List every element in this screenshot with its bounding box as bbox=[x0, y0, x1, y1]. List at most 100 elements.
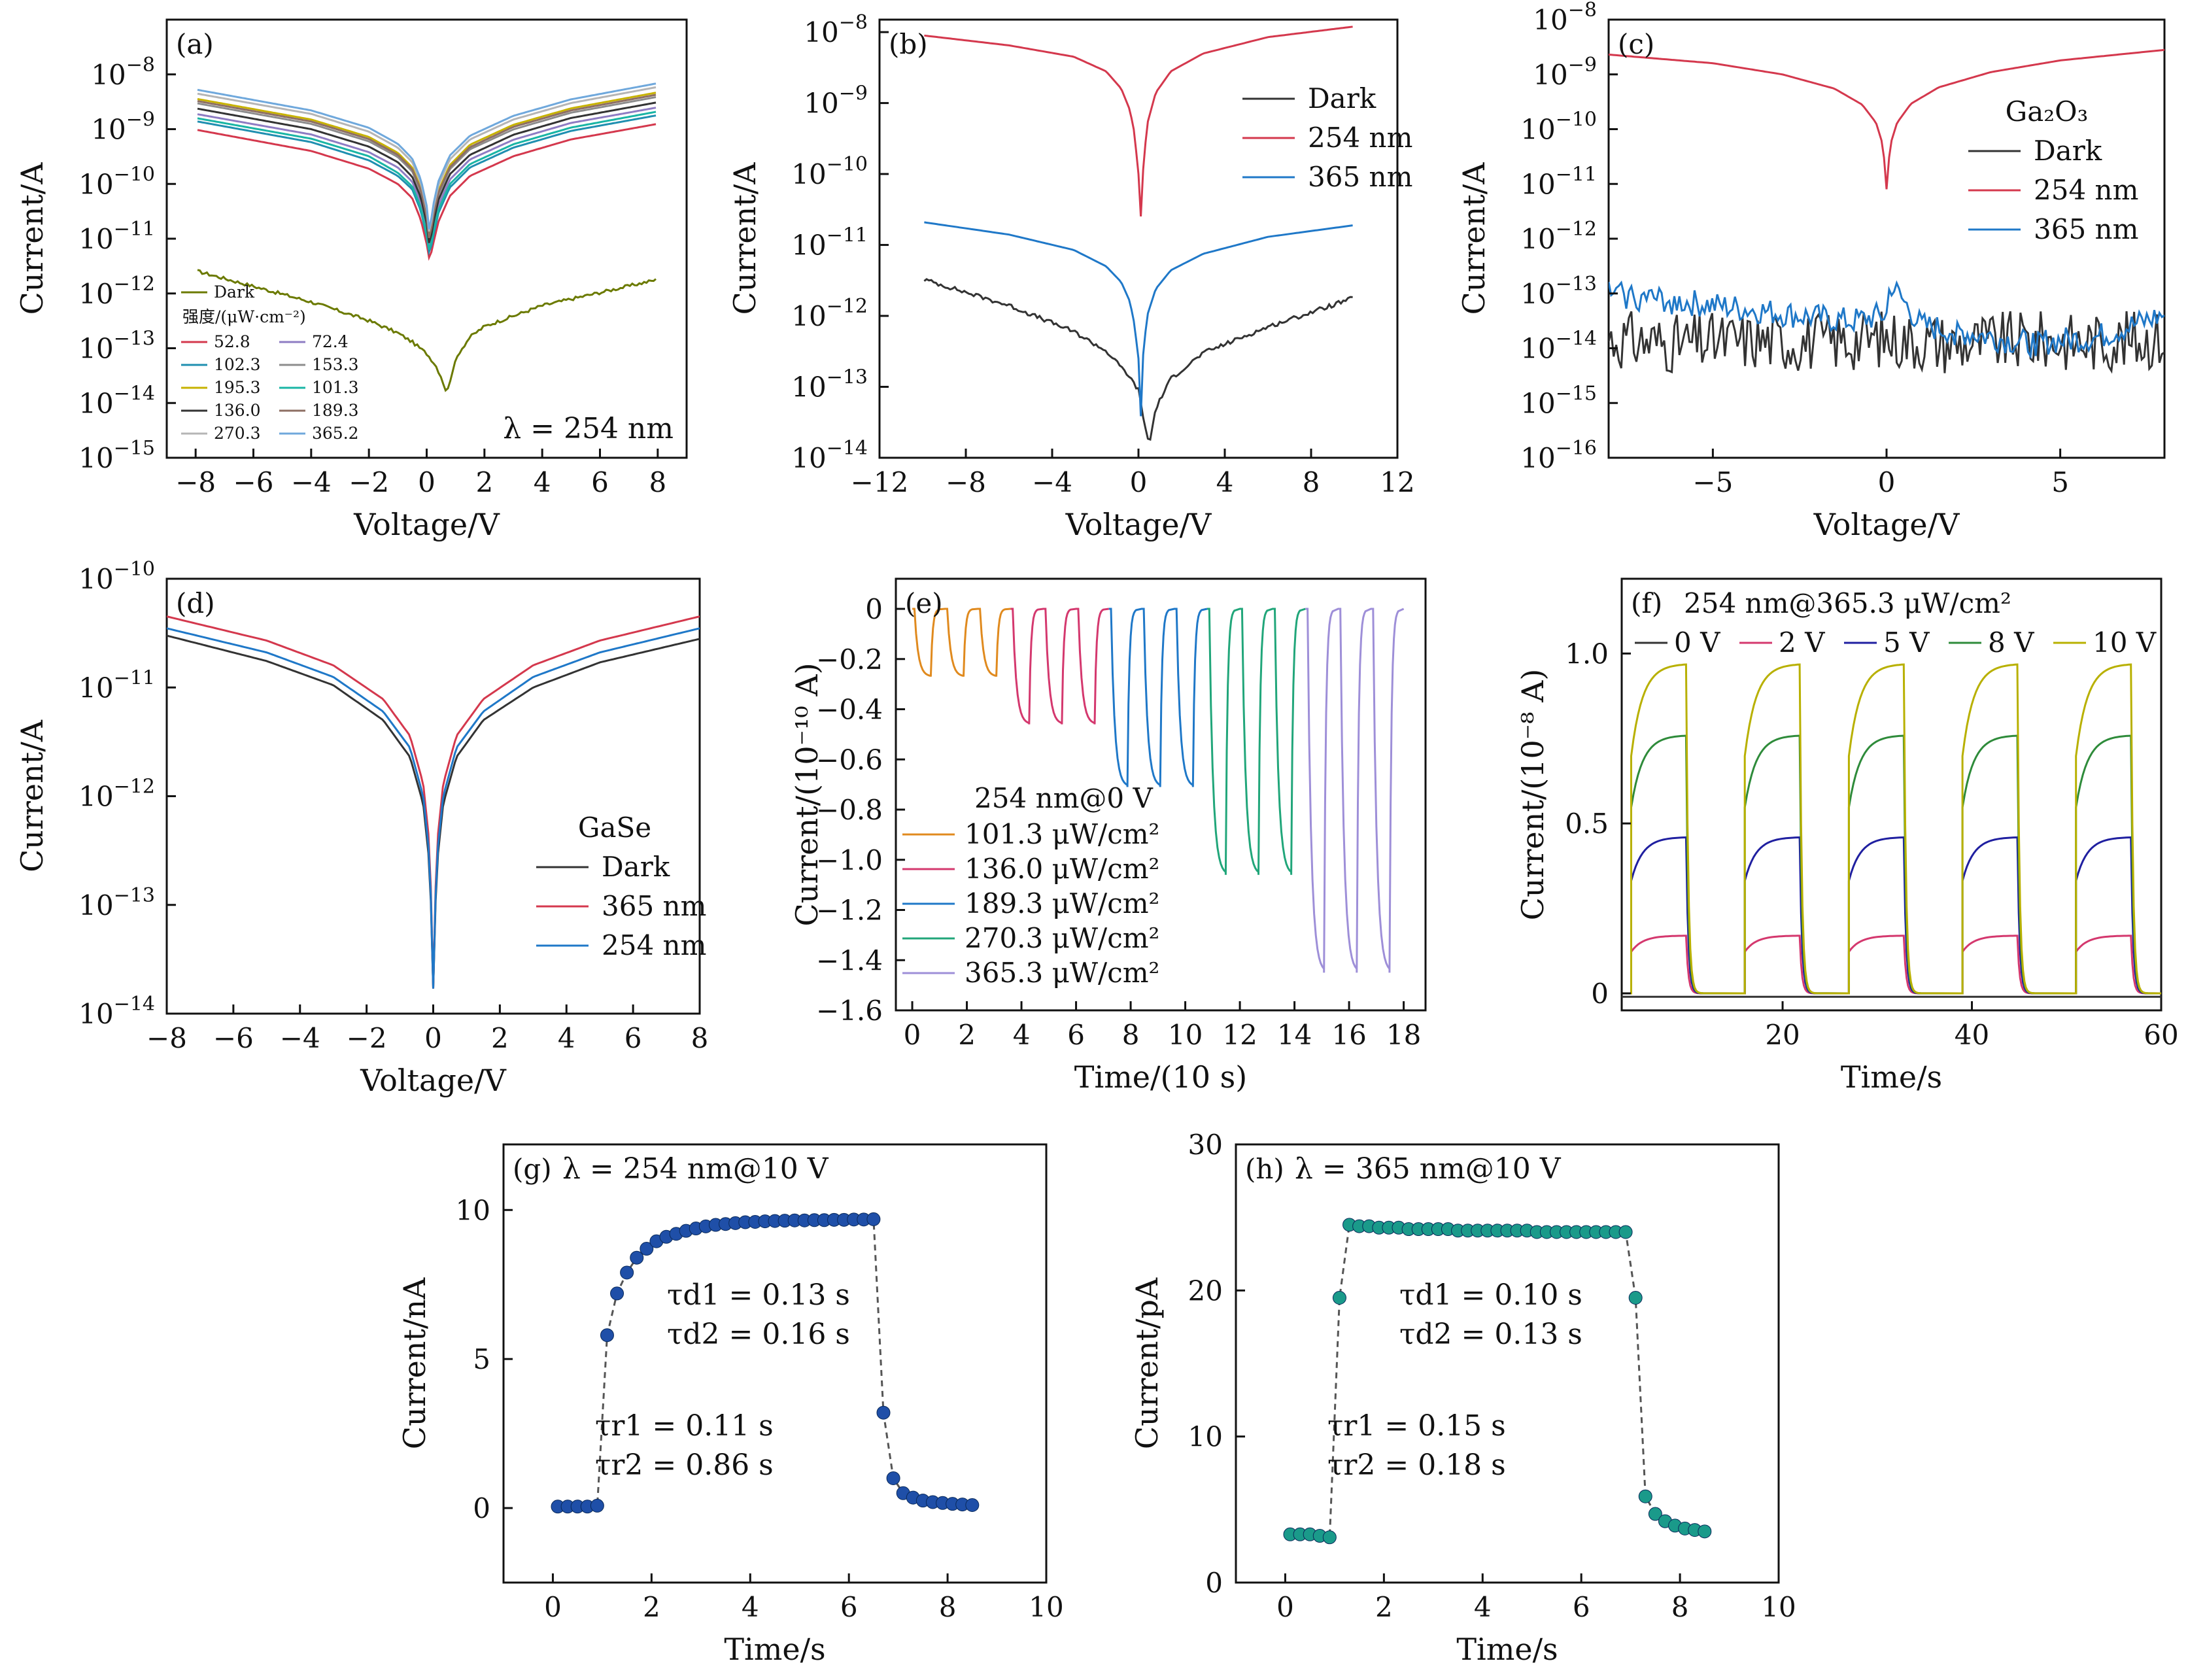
x-tick-label: 8 bbox=[691, 1022, 709, 1054]
legend-entry: 254 nm bbox=[602, 929, 706, 961]
plot-area bbox=[912, 608, 1405, 973]
y-tick-label: 10−14 bbox=[1520, 328, 1597, 365]
y-tick-label: 30 bbox=[1188, 1129, 1223, 1161]
data-point bbox=[866, 1212, 881, 1226]
x-tick-label: 12 bbox=[1380, 466, 1414, 498]
x-tick-label: 2 bbox=[1375, 1591, 1393, 1623]
x-tick-label: 4 bbox=[558, 1022, 575, 1054]
x-tick-label: 6 bbox=[624, 1022, 642, 1054]
y-tick-label: 10−10 bbox=[1520, 109, 1597, 146]
y-tick-label: −1.0 bbox=[816, 844, 883, 876]
x-tick-label: 0 bbox=[424, 1022, 442, 1054]
x-tick-label: −4 bbox=[280, 1022, 320, 1054]
x-tick-label: −6 bbox=[233, 466, 274, 498]
y-tick-label: 0.5 bbox=[1565, 808, 1609, 840]
x-tick-label: 4 bbox=[1474, 1591, 1492, 1623]
x-axis-label: Voltage/V bbox=[360, 1063, 506, 1098]
legend-entry: 270.3 μW/cm² bbox=[965, 922, 1159, 954]
annotation: τd2 = 0.16 s bbox=[667, 1318, 850, 1351]
data-point bbox=[1322, 1530, 1337, 1545]
panel-h: 0 2 4 6 8 10 0 10 20 30 Time/s Current/pA (h) λ = 365… bbox=[1129, 1129, 1796, 1667]
legend-title: 254 nm@0 V bbox=[974, 782, 1153, 814]
annotation: τd1 = 0.10 s bbox=[1399, 1278, 1582, 1312]
series-line-Dark bbox=[1609, 311, 2164, 374]
y-tick-label: 10−12 bbox=[78, 776, 155, 813]
annotation: τr2 = 0.86 s bbox=[595, 1449, 774, 1482]
x-tick-label: 8 bbox=[649, 466, 666, 498]
y-tick-label: 10−14 bbox=[78, 993, 155, 1030]
panel-e: 0 2 4 6 8 10 12 14 16 18 0 −0.2 −0.4 −0.6 −0.8 −1.0 −1.2… bbox=[789, 577, 1427, 1095]
series-line-365.2 bbox=[197, 82, 657, 230]
y-tick-label: 1.0 bbox=[1565, 638, 1609, 670]
y-axis-label: Current/A bbox=[727, 162, 762, 315]
legend-title: GaSe bbox=[578, 812, 651, 844]
series-line-254 nm bbox=[167, 627, 700, 989]
panel-label: (h) bbox=[1245, 1153, 1284, 1185]
x-axis-label: Time/(10 s) bbox=[1074, 1059, 1247, 1095]
legend-entry: 254 nm bbox=[2034, 174, 2138, 206]
y-tick-label: 10−16 bbox=[1520, 437, 1597, 474]
y-tick-label: 5 bbox=[473, 1343, 490, 1375]
y-tick-label: 10−8 bbox=[91, 54, 155, 91]
x-tick-label: 60 bbox=[2144, 1019, 2178, 1051]
legend-title: 254 nm@365.3 μW/cm² bbox=[1684, 587, 2011, 619]
data-point bbox=[640, 1242, 654, 1256]
legend-entry: 101.3 μW/cm² bbox=[965, 818, 1159, 850]
annotation: τr1 = 0.11 s bbox=[595, 1409, 774, 1443]
x-tick-label: −8 bbox=[946, 466, 986, 498]
data-point bbox=[1332, 1291, 1346, 1305]
legend-entry: 365 nm bbox=[602, 890, 706, 922]
annotation: τd1 = 0.13 s bbox=[667, 1278, 850, 1312]
legend-title: Ga₂O₃ bbox=[2006, 95, 2089, 128]
x-tick-label: 4 bbox=[742, 1591, 759, 1623]
x-tick-label: 8 bbox=[1671, 1591, 1689, 1623]
panel-f: 20 40 60 0 0.5 1.0 Time/s Current/(10⁻⁸ A) (f) 25… bbox=[1515, 577, 2179, 1095]
legend-entry: Dark bbox=[2034, 135, 2102, 167]
x-tick-label: 0 bbox=[1276, 1591, 1294, 1623]
y-axis-label: Current/pA bbox=[1129, 1277, 1165, 1449]
y-tick-label: 10−11 bbox=[78, 666, 155, 704]
x-tick-label: 5 bbox=[2051, 466, 2069, 498]
y-tick-label: 10−9 bbox=[804, 82, 868, 120]
plot-area bbox=[197, 82, 657, 392]
plot-frame bbox=[895, 577, 1427, 1012]
legend-title: 强度/(μW·cm⁻²) bbox=[182, 307, 306, 326]
data-point bbox=[1638, 1489, 1652, 1503]
x-tick-label: 0 bbox=[544, 1591, 562, 1623]
series-line-2 bbox=[1108, 608, 1208, 787]
y-axis-label: Current/A bbox=[1456, 162, 1492, 315]
y-axis-label: Current/nA bbox=[397, 1277, 432, 1449]
y-tick-label: −0.6 bbox=[816, 744, 883, 776]
plot-area bbox=[167, 615, 700, 989]
y-tick-label: 10 bbox=[1188, 1421, 1223, 1453]
y-axis-label: Current/A bbox=[14, 162, 50, 315]
data-point bbox=[1628, 1291, 1643, 1305]
legend-entry: 254 nm bbox=[1308, 122, 1412, 154]
series-line-3 bbox=[1207, 608, 1306, 875]
plot-frame bbox=[1235, 1143, 1780, 1584]
panel-label: (a) bbox=[176, 28, 214, 60]
data-point bbox=[630, 1250, 644, 1265]
panel-d: −8 −6 −4 −2 0 2 4 6 8 10−10 10−11 10−12 10−13 10−14 Vo… bbox=[14, 558, 708, 1098]
legend-entry: 5 V bbox=[1883, 626, 1930, 659]
y-tick-label: 0 bbox=[1205, 1567, 1223, 1599]
y-tick-label: 10 bbox=[456, 1194, 490, 1226]
data-point bbox=[610, 1286, 624, 1301]
data-point bbox=[620, 1265, 634, 1280]
plot-area bbox=[923, 26, 1353, 441]
x-tick-label: 8 bbox=[1122, 1019, 1140, 1051]
x-tick-label: 2 bbox=[958, 1019, 976, 1051]
y-tick-label: 10−12 bbox=[78, 273, 155, 310]
legend-entry: 270.3 bbox=[214, 424, 261, 443]
x-axis-label: Time/s bbox=[724, 1632, 825, 1667]
annotation: τd2 = 0.13 s bbox=[1399, 1318, 1582, 1351]
x-tick-label: 12 bbox=[1222, 1019, 1257, 1051]
series-line-4 bbox=[1622, 663, 2161, 995]
x-tick-label: 2 bbox=[491, 1022, 509, 1054]
y-tick-label: 10−10 bbox=[78, 558, 155, 595]
annotation: τr1 = 0.15 s bbox=[1327, 1409, 1506, 1443]
series-line-254 nm bbox=[924, 26, 1353, 216]
x-axis-label: Voltage/V bbox=[1065, 507, 1212, 542]
y-tick-label: 10−14 bbox=[791, 437, 868, 474]
series-line-3 bbox=[1622, 734, 2161, 995]
